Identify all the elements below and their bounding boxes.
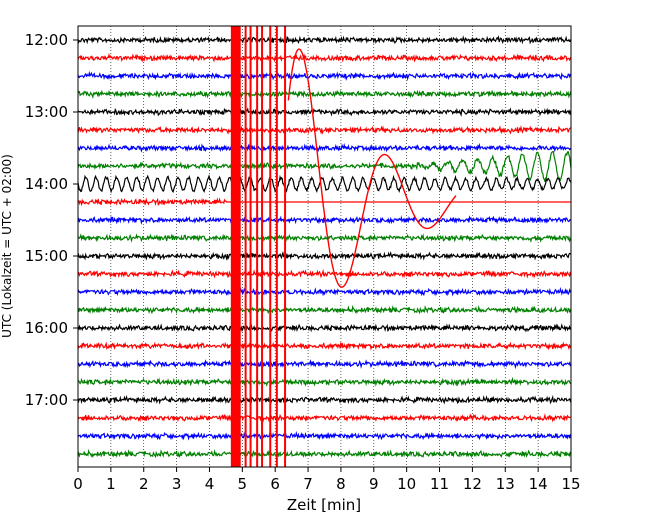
trace-1230 <box>78 70 571 82</box>
x-tick-label: 7 <box>303 475 313 493</box>
trace-1445 <box>78 233 571 244</box>
y-tick-label: 12:00 <box>25 31 68 49</box>
x-tick-label: 14 <box>529 475 548 493</box>
x-tick-label: 2 <box>139 475 149 493</box>
y-tick-label: 15:00 <box>25 247 68 265</box>
trace-1400 <box>78 173 571 194</box>
trace-1200 <box>78 35 571 45</box>
x-tick-label: 11 <box>430 475 449 493</box>
trace-1330 <box>78 142 571 153</box>
y-tick-label: 16:00 <box>25 319 68 337</box>
trace-1645 <box>78 376 571 387</box>
x-tick-label: 9 <box>369 475 379 493</box>
trace-1615 <box>78 341 571 351</box>
trace-1745 <box>78 448 571 459</box>
x-tick-label: 3 <box>172 475 182 493</box>
trace-1515 <box>78 268 571 279</box>
plot-frame <box>77 25 572 468</box>
x-tick-label: 5 <box>238 475 248 493</box>
trace-1700 <box>78 394 571 405</box>
trace-1530 <box>78 286 571 297</box>
trace-1630 <box>78 359 571 370</box>
y-tick-label: 17:00 <box>25 391 68 409</box>
trace-1415 <box>78 197 571 207</box>
trace-1245 <box>78 89 571 99</box>
earthquake-event-signal <box>230 26 457 467</box>
x-tick-label: 13 <box>496 475 515 493</box>
trace-1215 <box>78 52 571 63</box>
x-axis-label: Zeit [min] <box>287 496 361 514</box>
trace-1315 <box>78 125 571 135</box>
y-axis-label: UTC (Lokalzeit = UTC + 02:00) <box>0 154 14 338</box>
event-long-period-wave <box>287 48 457 288</box>
x-tick-label: 4 <box>205 475 215 493</box>
seismogram-traces <box>78 35 571 459</box>
event-clipped-band <box>230 26 241 467</box>
x-tick-label: 0 <box>73 475 83 493</box>
x-tick-label: 12 <box>463 475 482 493</box>
trace-1300 <box>78 107 571 117</box>
x-axis-ticks: 0 1 2 3 4 5 6 7 8 9 10 11 12 13 14 15 <box>73 467 581 493</box>
y-axis-ticks: 12:00 13:00 14:00 15:00 16:00 17:00 <box>25 31 78 409</box>
y-tick-label: 13:00 <box>25 103 68 121</box>
trace-1730 <box>78 430 571 441</box>
x-tick-label: 6 <box>270 475 280 493</box>
trace-1600 <box>78 323 571 333</box>
trace-1345 <box>78 150 571 182</box>
trace-1545 <box>78 304 571 315</box>
trace-1715 <box>78 413 571 423</box>
x-tick-label: 10 <box>397 475 416 493</box>
trace-1430 <box>78 215 571 225</box>
x-tick-label: 8 <box>336 475 346 493</box>
x-tick-label: 1 <box>106 475 116 493</box>
trace-1500 <box>78 250 571 261</box>
x-tick-label: 15 <box>561 475 580 493</box>
y-tick-label: 14:00 <box>25 175 68 193</box>
